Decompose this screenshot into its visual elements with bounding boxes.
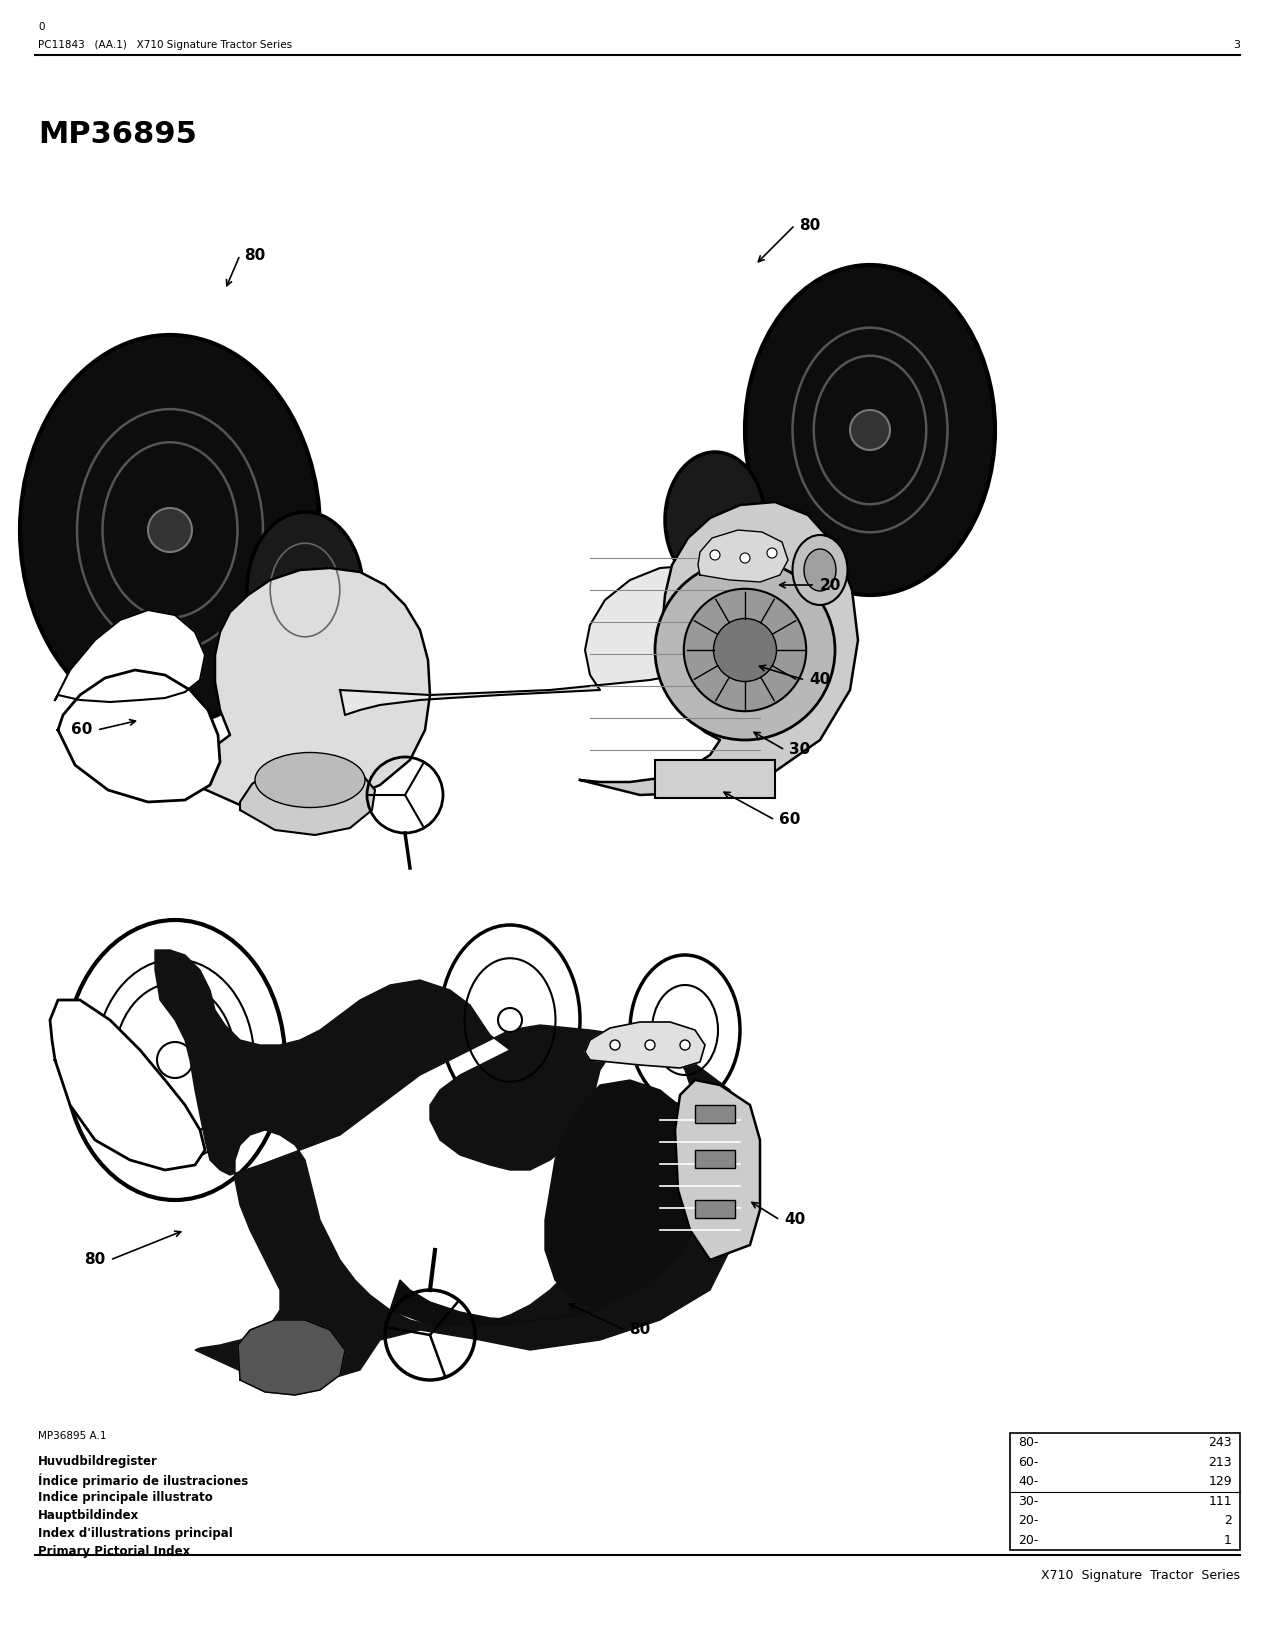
Circle shape xyxy=(499,1008,521,1031)
Circle shape xyxy=(768,548,776,558)
Ellipse shape xyxy=(793,535,848,606)
Text: 30-: 30- xyxy=(1017,1495,1038,1508)
Text: 243: 243 xyxy=(1209,1436,1232,1449)
Polygon shape xyxy=(580,502,858,795)
Polygon shape xyxy=(156,950,745,1384)
Bar xyxy=(695,1200,734,1218)
Text: 129: 129 xyxy=(1209,1475,1232,1488)
Circle shape xyxy=(714,619,776,681)
Ellipse shape xyxy=(255,752,365,807)
Circle shape xyxy=(655,559,835,739)
Text: 30: 30 xyxy=(789,742,811,757)
Text: Huvudbildregister: Huvudbildregister xyxy=(38,1455,158,1468)
Text: 111: 111 xyxy=(1209,1495,1232,1508)
Ellipse shape xyxy=(247,512,363,668)
Polygon shape xyxy=(195,568,430,810)
Text: 60: 60 xyxy=(71,723,93,738)
Text: 60: 60 xyxy=(779,812,801,828)
Polygon shape xyxy=(55,610,205,701)
Text: Primary Pictorial Index: Primary Pictorial Index xyxy=(38,1544,190,1558)
Text: 20: 20 xyxy=(820,578,840,592)
Text: Hauptbildindex: Hauptbildindex xyxy=(38,1510,139,1521)
Ellipse shape xyxy=(630,955,740,1106)
Text: 80: 80 xyxy=(84,1252,106,1267)
Polygon shape xyxy=(340,564,750,714)
Text: MP36895 A.1: MP36895 A.1 xyxy=(38,1431,107,1440)
Circle shape xyxy=(645,1040,655,1049)
Text: 20-: 20- xyxy=(1017,1515,1038,1528)
Circle shape xyxy=(740,553,750,563)
Text: 2: 2 xyxy=(1224,1515,1232,1528)
Text: 80: 80 xyxy=(245,248,265,262)
Text: 40: 40 xyxy=(810,673,830,688)
Circle shape xyxy=(680,1040,690,1049)
Polygon shape xyxy=(50,1000,205,1170)
Bar xyxy=(655,761,775,799)
Circle shape xyxy=(710,549,720,559)
Ellipse shape xyxy=(745,266,994,596)
Circle shape xyxy=(148,508,193,553)
Ellipse shape xyxy=(805,549,836,591)
Text: 80: 80 xyxy=(799,218,821,233)
Ellipse shape xyxy=(440,926,580,1115)
Text: PC11843   (AA.1)   X710 Signature Tractor Series: PC11843 (AA.1) X710 Signature Tractor Se… xyxy=(38,40,292,50)
Circle shape xyxy=(850,409,890,450)
Text: 20-: 20- xyxy=(1017,1534,1038,1546)
Bar xyxy=(1010,1432,1241,1549)
Text: Índice primario de ilustraciones: Índice primario de ilustraciones xyxy=(38,1473,249,1488)
Text: 80-: 80- xyxy=(1017,1436,1039,1449)
Text: X710  Signature  Tractor  Series: X710 Signature Tractor Series xyxy=(1040,1569,1241,1582)
Ellipse shape xyxy=(666,452,765,587)
Text: 213: 213 xyxy=(1209,1455,1232,1468)
Polygon shape xyxy=(390,1081,700,1325)
Text: 80: 80 xyxy=(630,1323,650,1338)
Circle shape xyxy=(683,589,806,711)
Bar xyxy=(695,1150,734,1168)
Polygon shape xyxy=(240,761,375,835)
Text: Index d'illustrations principal: Index d'illustrations principal xyxy=(38,1526,233,1539)
Ellipse shape xyxy=(20,335,320,724)
Circle shape xyxy=(157,1043,193,1077)
Text: MP36895: MP36895 xyxy=(38,120,196,148)
Polygon shape xyxy=(585,1021,705,1068)
Polygon shape xyxy=(674,1081,760,1261)
Text: 1: 1 xyxy=(1224,1534,1232,1546)
Ellipse shape xyxy=(65,921,286,1200)
Polygon shape xyxy=(238,1320,346,1394)
Text: 0: 0 xyxy=(38,21,45,31)
Text: 40-: 40- xyxy=(1017,1475,1038,1488)
Polygon shape xyxy=(57,670,221,802)
Bar xyxy=(695,1106,734,1124)
Text: 40: 40 xyxy=(784,1213,806,1228)
Polygon shape xyxy=(697,530,788,582)
Text: 60-: 60- xyxy=(1017,1455,1038,1468)
Text: Indice principale illustrato: Indice principale illustrato xyxy=(38,1492,213,1505)
Circle shape xyxy=(609,1040,620,1049)
Text: 3: 3 xyxy=(1233,40,1241,50)
